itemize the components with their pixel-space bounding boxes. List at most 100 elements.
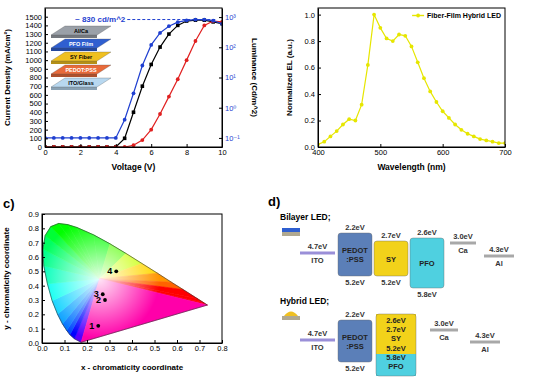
energy-label: 3.0eV bbox=[453, 232, 473, 241]
series-marker bbox=[101, 292, 105, 296]
series-line bbox=[45, 21, 222, 147]
energy-label: 4.7eV bbox=[308, 329, 328, 338]
energy-label: 2.2eV bbox=[345, 223, 365, 232]
energy-label: 5.8eV bbox=[417, 290, 437, 299]
point-label: 3 bbox=[94, 289, 99, 299]
series-marker bbox=[140, 138, 144, 142]
level-box bbox=[376, 314, 416, 354]
y-axis-tick-label: 1.0 bbox=[305, 11, 315, 20]
device-icon bbox=[282, 312, 300, 321]
y-axis-tick-label: 0.2 bbox=[305, 116, 315, 125]
series-marker bbox=[453, 123, 457, 127]
inset-layer-edge bbox=[51, 74, 97, 77]
series-marker bbox=[466, 132, 470, 136]
x-axis-tick-label: 700 bbox=[499, 148, 512, 157]
legend-label: Fiber-Film Hybrid LED bbox=[427, 12, 501, 20]
electrode-level bbox=[484, 255, 514, 258]
device-icon bbox=[282, 228, 300, 236]
series-marker bbox=[397, 33, 401, 37]
series-marker bbox=[132, 91, 136, 95]
series-marker bbox=[140, 64, 144, 68]
x-axis-tick: 0.2 bbox=[82, 340, 92, 353]
x-axis-tick: 0.5 bbox=[150, 340, 160, 353]
x-axis-tick-label: 0 bbox=[43, 148, 47, 157]
stack-label: 5.8eV bbox=[386, 353, 406, 362]
electrode-name: Ca bbox=[439, 333, 449, 342]
stack-label: 2.7eV bbox=[386, 325, 406, 334]
axis-title: y - chromaticity coordinate bbox=[2, 227, 11, 330]
series-marker bbox=[322, 140, 326, 144]
electrode-level bbox=[450, 242, 476, 245]
x-axis-tick: 8 bbox=[185, 144, 189, 157]
figure: ITO/GlassPEDOT:PSSSY FiberPFO FilmAl/Ca~… bbox=[0, 0, 548, 380]
energy-label: 3.0eV bbox=[434, 319, 454, 328]
series-marker bbox=[194, 18, 198, 22]
series-marker bbox=[141, 84, 145, 88]
electrode-name: ITO bbox=[311, 343, 324, 352]
y-axis-tick: 0.8 bbox=[29, 224, 45, 233]
series-marker bbox=[497, 141, 501, 145]
series-marker bbox=[167, 95, 171, 99]
x-axis-tick: 4 bbox=[114, 144, 118, 157]
inset-layer-label: Al/Ca bbox=[74, 28, 89, 34]
series-marker bbox=[132, 110, 136, 114]
inset-layer: SY Fiber bbox=[51, 52, 111, 64]
y-axis-tick: 0.7 bbox=[29, 239, 45, 248]
series-marker bbox=[185, 58, 189, 62]
series-marker bbox=[335, 129, 339, 133]
series-marker bbox=[372, 13, 376, 17]
inset-layer-edge bbox=[51, 87, 97, 90]
series-marker bbox=[96, 324, 100, 328]
series-marker bbox=[459, 128, 463, 132]
x-axis-tick: 0.3 bbox=[105, 340, 115, 353]
inset-layer: PEDOT:PSS bbox=[51, 65, 111, 77]
y-axis-tick-label: 0.0 bbox=[305, 143, 315, 152]
x-axis-tick-label: 0.1 bbox=[60, 344, 70, 353]
series-marker bbox=[149, 43, 153, 47]
axis-title: Wavelength (nm) bbox=[377, 162, 445, 172]
series-marker bbox=[403, 34, 407, 38]
x-axis-tick: 6 bbox=[150, 144, 154, 157]
inset-layer-label: PEDOT:PSS bbox=[65, 67, 97, 73]
y-axis-tick: 0.2 bbox=[305, 116, 321, 125]
series-marker bbox=[87, 136, 91, 140]
series-marker bbox=[385, 37, 389, 41]
y-axis-tick-label: 0.4 bbox=[29, 282, 39, 291]
x-axis-tick-label: 600 bbox=[437, 148, 450, 157]
inset-layer-edge bbox=[51, 48, 97, 51]
point-label: 1 bbox=[89, 321, 94, 331]
material-name: PEDOT bbox=[342, 333, 368, 342]
series-marker bbox=[347, 117, 351, 121]
electrode-level bbox=[300, 252, 335, 255]
y-axis-tick-label: 0.0 bbox=[29, 339, 39, 348]
series-marker bbox=[194, 39, 198, 43]
electrode-name: Al bbox=[481, 345, 489, 354]
series-marker bbox=[491, 140, 495, 144]
y-axis-tick-label: 0.8 bbox=[305, 37, 315, 46]
level-box bbox=[374, 241, 408, 276]
x-axis-tick-label: 0.5 bbox=[150, 344, 160, 353]
material-name: :PSS bbox=[346, 342, 364, 351]
series-marker bbox=[149, 128, 153, 132]
inset-layer-label: SY Fiber bbox=[70, 54, 93, 60]
y-axis-tick-label: 1500 bbox=[25, 13, 42, 22]
series-marker bbox=[341, 123, 345, 127]
y-axis-tick-label: 500 bbox=[29, 99, 42, 108]
legend-swatch-marker bbox=[416, 14, 420, 18]
energy-label: 5.2eV bbox=[381, 278, 401, 287]
y-axis-tick-label: 400 bbox=[29, 108, 42, 117]
material-name: PFO bbox=[419, 259, 435, 268]
series-marker bbox=[123, 137, 127, 141]
series-marker bbox=[176, 24, 180, 28]
series-marker bbox=[70, 136, 74, 140]
y-axis: 0.00.20.40.60.81.0 bbox=[305, 9, 321, 152]
axis-title: x - chromaticity coordinate bbox=[81, 363, 184, 372]
energy-label: 4.3eV bbox=[475, 331, 495, 340]
level-box bbox=[338, 233, 372, 276]
y-axis-tick: 1.0 bbox=[305, 11, 321, 20]
inset-layer-face bbox=[51, 78, 111, 87]
stack-label: 2.6eV bbox=[386, 316, 406, 325]
series-marker bbox=[447, 116, 451, 120]
y-axis-tick-label: 0.4 bbox=[305, 90, 315, 99]
annotation-line bbox=[127, 19, 216, 20]
